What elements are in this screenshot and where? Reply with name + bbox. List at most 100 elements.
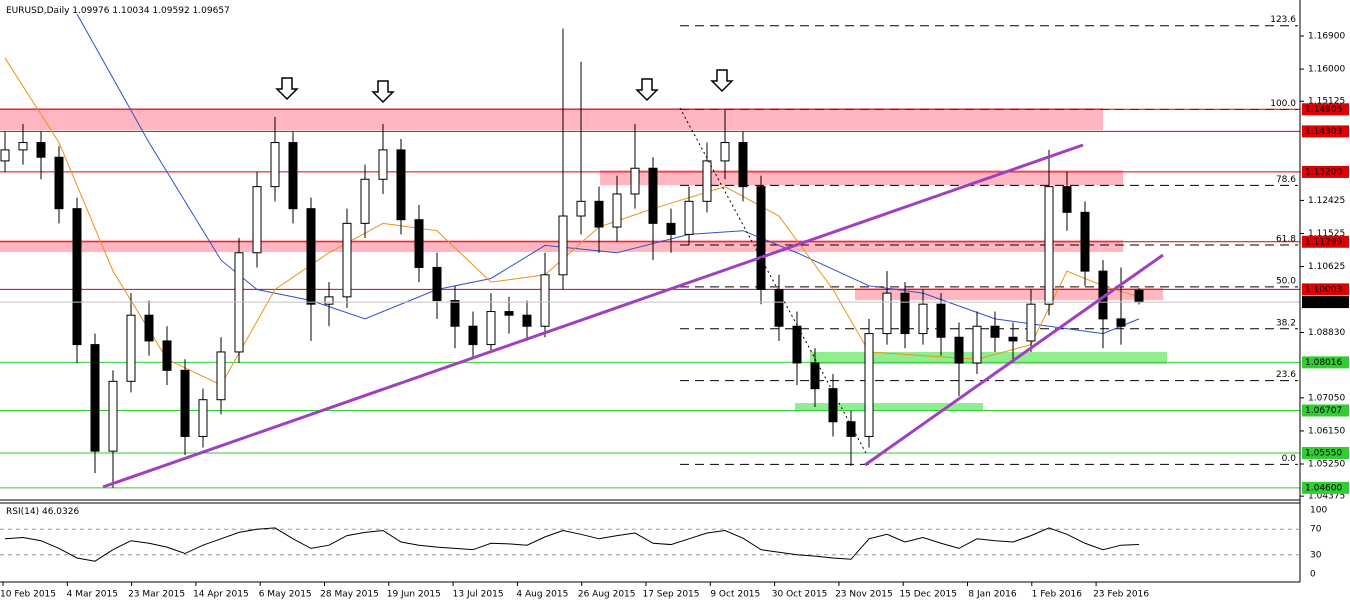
candle-body <box>828 388 838 423</box>
fib-label: 100.0 <box>1270 99 1296 109</box>
candle-body <box>558 215 568 276</box>
down-arrow <box>635 78 659 102</box>
rsi-value: 46.0326 <box>42 507 79 517</box>
x-tick-label: 6 May 2015 <box>259 590 312 600</box>
candle-body <box>144 314 154 342</box>
level-label: 1.06707 <box>1305 406 1342 416</box>
candle-body <box>1134 289 1144 303</box>
candle-body <box>0 149 10 162</box>
candle-body <box>504 311 514 316</box>
candle-body <box>972 325 982 364</box>
candle-body <box>900 292 910 335</box>
level-tag <box>1302 103 1349 116</box>
fib-label: 78.6 <box>1276 175 1296 185</box>
current-price-tag <box>1302 296 1349 309</box>
candle-body <box>1116 318 1126 327</box>
level-label: 1.14303 <box>1305 127 1342 137</box>
level-tag <box>1302 235 1349 248</box>
chart-header: EURUSD,Daily 1.09976 1.10034 1.09592 1.0… <box>6 6 230 16</box>
candle-body <box>882 292 892 335</box>
fib-label: 0.0 <box>1282 454 1297 464</box>
candle-body <box>126 314 136 382</box>
x-tick-label: 19 Jun 2015 <box>387 590 441 600</box>
candle-body <box>108 380 118 452</box>
fib-label: 50.0 <box>1276 276 1296 286</box>
candle-body <box>954 336 964 364</box>
x-tick-label: 14 Apr 2015 <box>193 590 249 600</box>
level-label: 1.14905 <box>1305 105 1342 115</box>
level-label: 1.13200 <box>1305 167 1342 177</box>
candle-body <box>936 303 946 338</box>
fib-label: 38.2 <box>1276 318 1296 328</box>
close: 1.09657 <box>193 6 230 16</box>
x-tick-label: 23 Feb 2016 <box>1093 590 1149 600</box>
x-tick-label: 30 Oct 2015 <box>772 590 828 600</box>
zone <box>795 403 983 412</box>
rsi-tick-label: 100 <box>1310 506 1327 516</box>
candle-body <box>36 142 46 158</box>
candle-body <box>774 288 784 327</box>
down-arrow <box>275 77 299 101</box>
candle-body <box>270 142 280 188</box>
candle-body <box>396 149 406 221</box>
down-arrow <box>371 80 395 104</box>
candle-body <box>684 200 694 235</box>
candle-body <box>756 186 766 290</box>
candle-body <box>288 142 298 210</box>
current-price-label: 1.09657 <box>1305 298 1342 308</box>
x-tick-label: 15 Dec 2015 <box>899 590 957 600</box>
x-tick-label: 10 Feb 2015 <box>0 590 56 600</box>
fib-label: 61.8 <box>1276 235 1296 245</box>
level-tag <box>1302 125 1349 138</box>
rsi-tick-label: 0 <box>1310 570 1316 580</box>
rsi-tick-label: 70 <box>1310 525 1322 535</box>
zone <box>855 288 1163 301</box>
candle-body <box>738 142 748 188</box>
level-label: 1.11299 <box>1305 237 1342 247</box>
y-tick-label: 1.05250 <box>1308 459 1345 469</box>
rsi-tick-label: 30 <box>1310 550 1322 560</box>
candle-body <box>90 344 100 452</box>
axes <box>0 0 1301 583</box>
candle-body <box>720 142 730 162</box>
candle-body <box>324 296 334 305</box>
candle-body <box>342 222 352 298</box>
candle-body <box>702 160 712 202</box>
rsi-header: RSI(14) 46.0326 <box>6 507 79 517</box>
candle-body <box>414 219 424 268</box>
fib-base <box>679 107 868 456</box>
candle-body <box>72 208 82 346</box>
x-tick-label: 1 Feb 2016 <box>1032 590 1083 600</box>
trendline <box>102 143 1084 489</box>
symbol: EURUSD,Daily <box>6 6 70 16</box>
x-tick-label: 13 Jul 2015 <box>453 590 504 600</box>
candle-body <box>1080 211 1090 272</box>
rsi-line <box>4 527 1140 562</box>
level-label: 1.04600 <box>1305 483 1342 493</box>
candle-body <box>792 325 802 364</box>
x-tick-label: 9 Oct 2015 <box>710 590 760 600</box>
drawings <box>102 69 1164 489</box>
candle-body <box>54 156 64 210</box>
zone <box>600 170 1123 186</box>
rsi-title: RSI(14) <box>6 507 39 517</box>
open: 1.09976 <box>72 6 109 16</box>
candle-body <box>162 340 172 371</box>
candle-body <box>918 303 928 335</box>
x-tick-label: 4 Aug 2015 <box>516 590 568 600</box>
candle-body <box>1008 336 1018 342</box>
candle-body <box>540 274 550 327</box>
candle-body <box>1044 186 1054 305</box>
candle-body <box>864 333 874 437</box>
y-tick-label: 1.12425 <box>1308 196 1345 206</box>
fib-label: 23.6 <box>1276 370 1296 380</box>
candle-body <box>198 399 208 437</box>
down-arrow <box>710 69 734 93</box>
x-tick-label: 28 May 2015 <box>320 590 379 600</box>
candle-body <box>630 167 640 195</box>
level-tag <box>1302 356 1349 369</box>
level-tag <box>1302 404 1349 417</box>
candle-body <box>486 311 496 346</box>
